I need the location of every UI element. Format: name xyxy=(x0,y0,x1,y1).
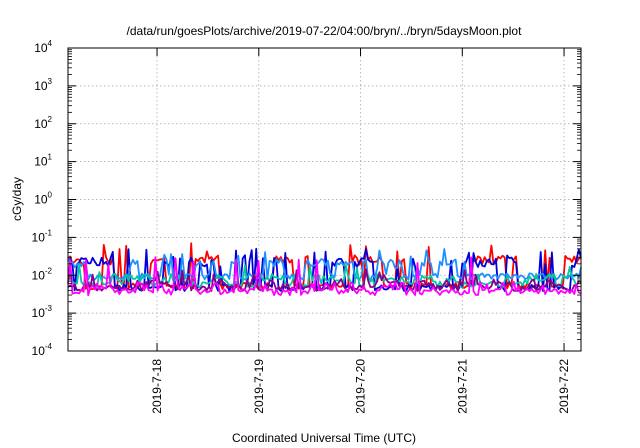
y-tick-label: 101 xyxy=(34,153,52,169)
x-tick-label: 2019-7-19 xyxy=(252,359,266,414)
x-axis-label: Coordinated Universal Time (UTC) xyxy=(232,431,416,445)
grid xyxy=(68,48,581,351)
y-tick-label: 104 xyxy=(34,39,52,55)
series-line xyxy=(67,256,582,297)
y-tick-label: 100 xyxy=(34,191,52,207)
y-tick-label: 10-4 xyxy=(32,342,53,358)
x-tick-label: 2019-7-18 xyxy=(150,359,164,414)
y-tick-label: 10-1 xyxy=(32,228,53,244)
y-tick-label: 10-3 xyxy=(32,304,53,320)
x-tick-label: 2019-7-22 xyxy=(557,359,571,414)
y-tick-label: 102 xyxy=(34,115,52,131)
y-tick-label: 10-2 xyxy=(32,266,53,282)
x-axis: 2019-7-18 2019-7-19 2019-7-20 2019-7-21 2019… xyxy=(150,48,571,414)
y-tick-label: 103 xyxy=(34,77,52,93)
y-axis-label: cGy/day xyxy=(10,177,24,221)
plot-series xyxy=(67,242,582,297)
chart-title: /data/run/goesPlots/archive/2019-07-22/0… xyxy=(127,24,523,38)
x-tick-label: 2019-7-20 xyxy=(354,359,368,414)
y-axis: 10-4 10-3 10-2 10-1 100 101 102 103 104 xyxy=(32,39,581,358)
x-tick-label: 2019-7-21 xyxy=(455,359,469,414)
